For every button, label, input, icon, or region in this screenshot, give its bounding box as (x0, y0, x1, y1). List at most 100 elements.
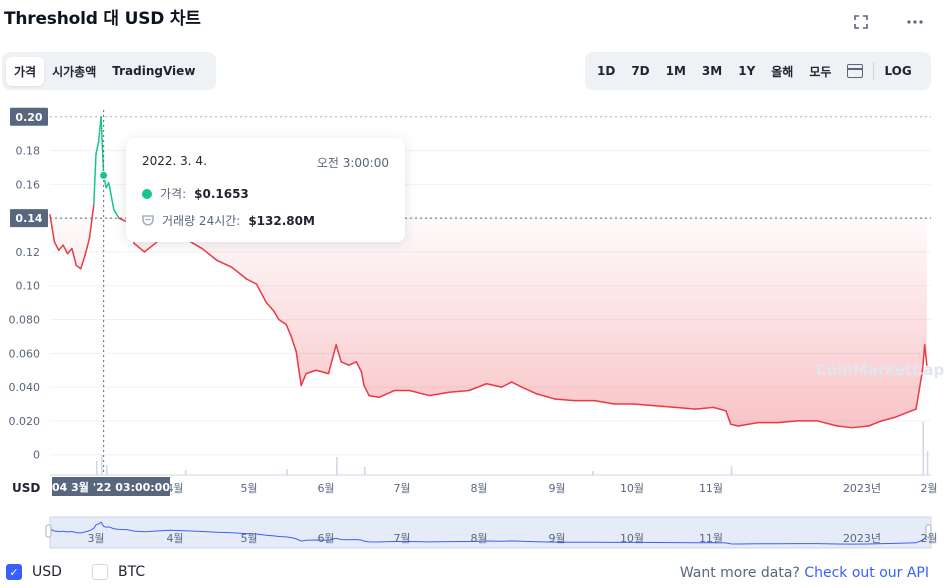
price-line-segment (133, 242, 146, 253)
x-tick-label: 6월 (317, 482, 334, 495)
x-tick-label: 2023년 (843, 482, 881, 495)
api-cta: Want more data? Check out our API (680, 565, 929, 581)
price-line-segment (694, 406, 715, 410)
price-line-segment (300, 372, 307, 387)
calendar-icon[interactable] (847, 64, 864, 78)
price-line-segment (305, 369, 317, 375)
y-tick-label: 0.12 (16, 246, 41, 259)
price-line-segment (906, 408, 917, 414)
more-icon[interactable] (903, 10, 927, 34)
y-tick-label: 0.080 (9, 314, 41, 327)
range-all[interactable]: 모두 (809, 64, 832, 79)
volume-bar (364, 467, 366, 475)
navigator-tick-label: 4월 (166, 532, 183, 545)
price-line-segment (118, 217, 128, 223)
y-tick-label: 0.060 (9, 347, 41, 360)
tooltip: 2022. 3. 4. 오전 3:00:00 가격: $0.1653 거래량 2… (126, 138, 405, 242)
price-line-segment (867, 420, 883, 427)
x-tick-label: 8월 (470, 482, 487, 495)
price-line-segment (485, 383, 503, 388)
price-line-segment (836, 425, 853, 429)
price-line-segment (335, 344, 342, 363)
price-line-segment (378, 389, 396, 399)
range-ytd[interactable]: 올해 (771, 64, 794, 79)
price-line-segment (273, 310, 280, 321)
price-line-segment (777, 420, 799, 424)
price-dot-icon (142, 188, 152, 199)
navigator-tick-label: 2월 (920, 532, 937, 545)
price-line-segment (521, 386, 538, 395)
fullscreen-icon[interactable] (849, 10, 873, 34)
btc-checkbox[interactable] (92, 564, 108, 580)
btc-toggle[interactable]: BTC (92, 564, 145, 580)
price-line-segment (230, 266, 248, 280)
tab-price[interactable]: 가격 (6, 56, 45, 86)
y-tick-label: 0.040 (9, 381, 41, 394)
navigator-tick-label: 2023년 (843, 532, 881, 545)
price-line-segment (201, 247, 218, 262)
axis-currency: USD (12, 481, 40, 495)
volume-bar (101, 455, 103, 475)
price-line-segment (216, 259, 233, 268)
tooltip-price-label: 가격: (160, 187, 187, 201)
tooltip-time: 오전 3:00:00 (316, 156, 389, 170)
price-line-segment (355, 361, 363, 373)
range-1y[interactable]: 1Y (738, 64, 756, 78)
price-line-segment (295, 350, 302, 387)
chart-title: Threshold 대 USD 차트 (4, 9, 201, 29)
price-line-segment (408, 389, 431, 397)
price-line-segment (84, 237, 91, 257)
volume-icon (142, 215, 154, 226)
price-line-segment (510, 381, 523, 388)
y-badge-ref: 0.14 (15, 212, 42, 225)
price-line-segment (363, 384, 370, 397)
price-line-segment (93, 153, 97, 206)
price-line-segment (49, 214, 56, 243)
price-line-segment (674, 406, 697, 410)
price-line-segment (553, 398, 576, 402)
price-line-segment (633, 403, 656, 407)
y-badge-top: 0.20 (15, 111, 42, 124)
navigator-tick-label: 6월 (317, 532, 334, 545)
price-line-segment (880, 416, 896, 422)
x-tick-label: 4월 (166, 482, 183, 495)
range-7d[interactable]: 7D (631, 64, 650, 78)
price-line-segment (245, 278, 258, 285)
price-line-segment (53, 241, 60, 252)
log-toggle[interactable]: LOG (884, 64, 912, 78)
navigator-bg (49, 516, 932, 549)
price-line-segment (851, 425, 870, 429)
price-line-segment (368, 394, 380, 399)
tab-market-cap[interactable]: 시가총액 (52, 64, 97, 79)
x-tick-label: 2월 (920, 482, 937, 495)
y-tick-label: 0.18 (16, 145, 41, 158)
api-link[interactable]: Check out our API (804, 565, 929, 581)
tab-tradingview[interactable]: TradingView (112, 64, 196, 78)
volume-bar (286, 469, 288, 475)
y-tick-label: 0.020 (9, 415, 41, 428)
x-tick-label: 11월 (699, 482, 723, 495)
navigator-tick-label: 3월 (87, 532, 104, 545)
range-1m[interactable]: 1M (665, 64, 686, 78)
price-line-segment (79, 254, 86, 270)
volume-bar (922, 422, 925, 475)
price-line-segment (816, 420, 838, 427)
price-line-segment (143, 241, 158, 253)
price-line-segment (95, 141, 100, 155)
x-hover-badge: 04 3월 '22 03:00:00 (52, 480, 170, 494)
usd-label: USD (32, 564, 62, 580)
y-badge-ref-bg (10, 209, 48, 228)
range-1d[interactable]: 1D (597, 64, 616, 78)
usd-checkbox[interactable]: ✓ (6, 564, 22, 580)
price-line-segment (278, 318, 288, 326)
price-line-segment (730, 423, 739, 427)
volume-bar (926, 451, 929, 475)
price-line-segment (500, 381, 513, 388)
range-3m[interactable]: 3M (701, 64, 723, 78)
tooltip-date: 2022. 3. 4. (142, 154, 207, 168)
price-line-segment (712, 406, 727, 412)
price-line-segment (290, 335, 297, 353)
usd-toggle[interactable]: ✓ USD (6, 564, 62, 580)
price-line-segment (315, 369, 330, 375)
tooltip-volume-value: $132.80M (248, 213, 315, 228)
